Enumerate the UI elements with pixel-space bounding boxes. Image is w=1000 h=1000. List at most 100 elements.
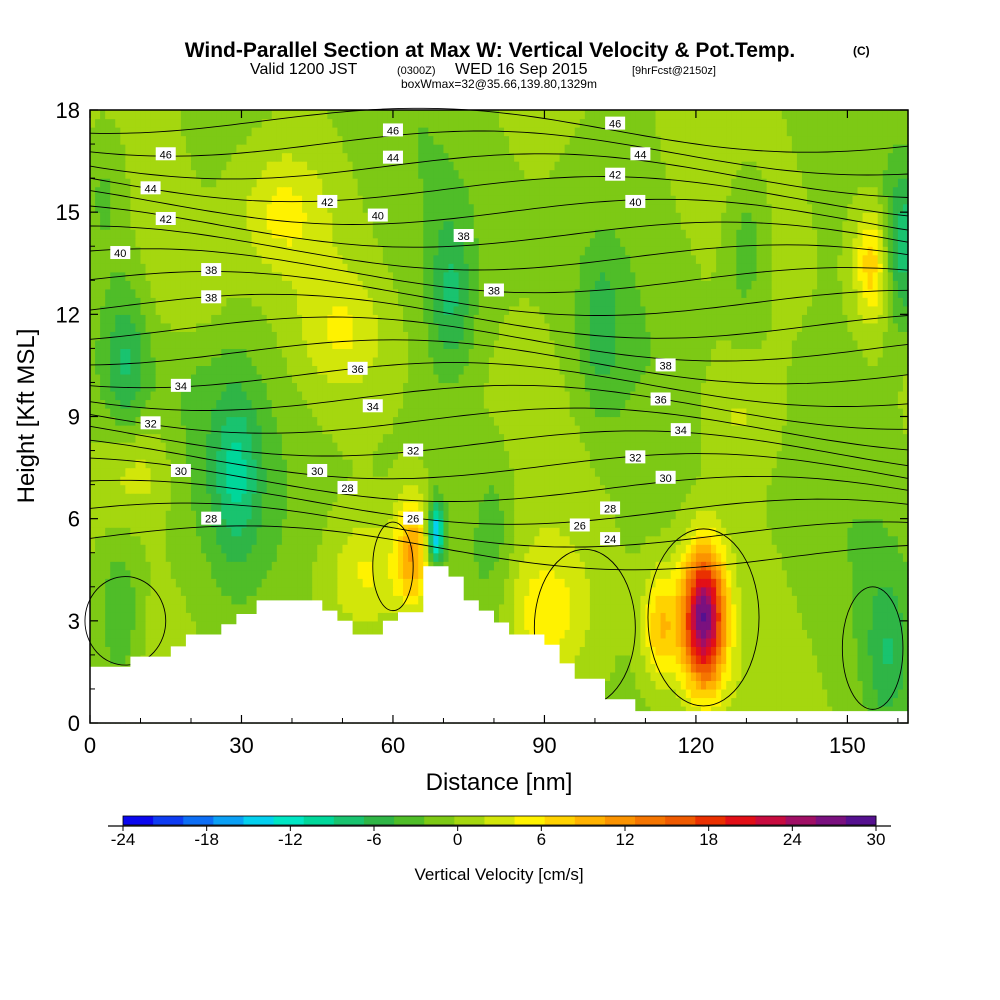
field-cell	[822, 552, 828, 562]
field-cell	[135, 527, 142, 537]
field-cell	[660, 518, 667, 528]
field-cell	[751, 518, 758, 528]
field-cell	[902, 578, 909, 588]
field-cell	[514, 629, 520, 639]
field-cell	[791, 544, 798, 554]
field-cell	[680, 637, 687, 647]
field-cell	[392, 578, 399, 588]
field-cell	[660, 569, 667, 579]
field-cell	[645, 663, 652, 673]
field-cell	[700, 629, 707, 639]
field-cell	[514, 493, 520, 503]
field-cell	[327, 578, 333, 588]
field-cell	[736, 612, 742, 622]
field-cell	[574, 535, 581, 545]
field-cell	[731, 578, 737, 588]
field-cell	[706, 527, 712, 537]
field-cell	[670, 484, 677, 494]
field-cell	[524, 467, 530, 477]
field-cell	[554, 493, 561, 503]
field-cell	[488, 493, 495, 503]
field-cell	[433, 484, 440, 494]
field-cell	[837, 586, 843, 596]
field-cell	[822, 654, 828, 664]
field-cell	[817, 518, 823, 528]
field-cell	[342, 603, 349, 613]
field-cell	[180, 629, 187, 639]
field-cell	[221, 484, 227, 494]
field-cell	[509, 603, 515, 613]
field-cell	[640, 578, 647, 588]
field-cell	[190, 484, 197, 494]
field-cell	[423, 527, 429, 537]
field-cell	[781, 654, 788, 664]
field-cell	[837, 612, 843, 622]
field-cell	[423, 544, 429, 554]
field-cell	[807, 637, 813, 647]
field-cell	[610, 620, 616, 630]
field-cell	[842, 663, 849, 673]
field-cell	[105, 527, 111, 537]
field-cell	[236, 578, 243, 588]
field-cell	[105, 586, 111, 596]
field-cell	[842, 510, 849, 520]
field-cell	[620, 629, 626, 639]
field-cell	[675, 569, 682, 579]
field-cell	[564, 535, 571, 545]
field-cell	[594, 663, 601, 673]
field-cell	[630, 510, 636, 520]
field-cell	[801, 484, 808, 494]
field-cell	[534, 620, 540, 630]
field-cell	[509, 612, 515, 622]
field-cell	[90, 493, 96, 503]
field-cell	[499, 535, 505, 545]
field-cell	[332, 578, 339, 588]
field-cell	[408, 467, 414, 477]
field-cell	[756, 467, 763, 477]
field-cell	[675, 603, 682, 613]
field-cell	[640, 612, 647, 622]
field-cell	[716, 595, 722, 605]
field-cell	[700, 501, 707, 511]
field-cell	[685, 552, 692, 562]
field-cell	[897, 552, 904, 562]
field-cell	[756, 697, 763, 707]
field-cell	[211, 493, 217, 503]
field-cell	[307, 501, 313, 511]
field-cell	[201, 459, 207, 469]
field-cell	[246, 459, 253, 469]
field-cell	[736, 671, 742, 682]
field-cell	[150, 612, 157, 622]
field-cell	[796, 663, 803, 673]
field-cell	[650, 654, 657, 664]
field-cell	[246, 595, 253, 605]
field-cell	[579, 603, 586, 613]
field-cell	[700, 561, 707, 571]
field-cell	[781, 493, 788, 503]
field-cell	[685, 688, 692, 699]
field-cell	[120, 612, 126, 622]
field-cell	[897, 663, 904, 673]
field-cell	[95, 518, 101, 528]
field-cell	[766, 680, 773, 690]
field-cell	[695, 569, 702, 579]
field-cell	[261, 484, 268, 494]
field-cell	[554, 552, 561, 562]
field-cell	[872, 637, 879, 647]
field-cell	[857, 510, 864, 520]
field-cell	[241, 527, 248, 537]
field-cell	[327, 586, 333, 596]
field-cell	[488, 595, 495, 605]
field-cell	[812, 705, 818, 716]
field-cell	[781, 637, 788, 647]
field-cell	[145, 561, 152, 571]
field-cell	[231, 603, 238, 613]
field-cell	[660, 629, 667, 639]
field-cell	[589, 527, 596, 537]
field-cell	[175, 518, 182, 528]
field-cell	[902, 518, 909, 528]
field-cell	[382, 501, 389, 511]
field-cell	[842, 654, 849, 664]
field-cell	[418, 493, 424, 503]
field-cell	[322, 459, 328, 469]
